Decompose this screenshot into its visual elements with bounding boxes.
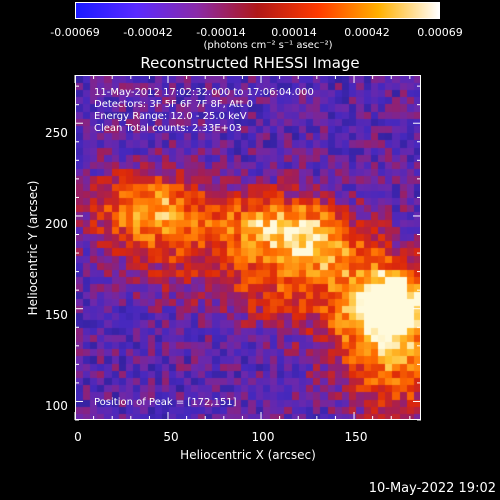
plot-area: 11-May-2012 17:02:32.000 to 17:06:04.000… bbox=[75, 75, 421, 420]
y-axis-label: Heliocentric Y (arcsec) bbox=[26, 180, 40, 316]
colorbar-tick-label: 0.00069 bbox=[417, 26, 463, 39]
colorbar bbox=[75, 2, 440, 19]
y-tick-label: 250 bbox=[45, 126, 68, 140]
colorbar-units: (photons cm⁻² s⁻¹ asec⁻²) bbox=[203, 40, 333, 51]
image-title: Reconstructed RHESSI Image bbox=[140, 54, 360, 72]
peak-position: Position of Peak = [172,151] bbox=[94, 397, 237, 408]
x-tick-label: 150 bbox=[344, 430, 368, 444]
info-clean-counts: Clean Total counts: 2.33E+03 bbox=[94, 123, 242, 134]
y-tick-label: 100 bbox=[45, 399, 68, 413]
x-axis-label: Heliocentric X (arcsec) bbox=[180, 448, 316, 462]
x-tick-label: 100 bbox=[251, 430, 275, 444]
heatmap-image bbox=[76, 76, 420, 419]
info-energy-range: Energy Range: 12.0 - 25.0 keV bbox=[94, 111, 247, 122]
info-detectors: Detectors: 3F 5F 6F 7F 8F, Att 0 bbox=[94, 99, 254, 110]
info-time-range: 11-May-2012 17:02:32.000 to 17:06:04.000 bbox=[94, 87, 314, 98]
datestamp: 10-May-2022 19:02 bbox=[368, 481, 496, 496]
colorbar-tick-label: 0.00042 bbox=[344, 26, 390, 39]
colorbar-tick-label: 0.00014 bbox=[271, 26, 317, 39]
x-tick-label: 50 bbox=[163, 430, 179, 444]
colorbar-tick-label: -0.00069 bbox=[50, 26, 100, 39]
y-tick-label: 150 bbox=[45, 308, 68, 322]
colorbar-tick-label: -0.00042 bbox=[123, 26, 173, 39]
y-tick-label: 200 bbox=[45, 217, 68, 231]
x-tick-label: 0 bbox=[74, 430, 82, 444]
colorbar-tick-label: -0.00014 bbox=[196, 26, 246, 39]
